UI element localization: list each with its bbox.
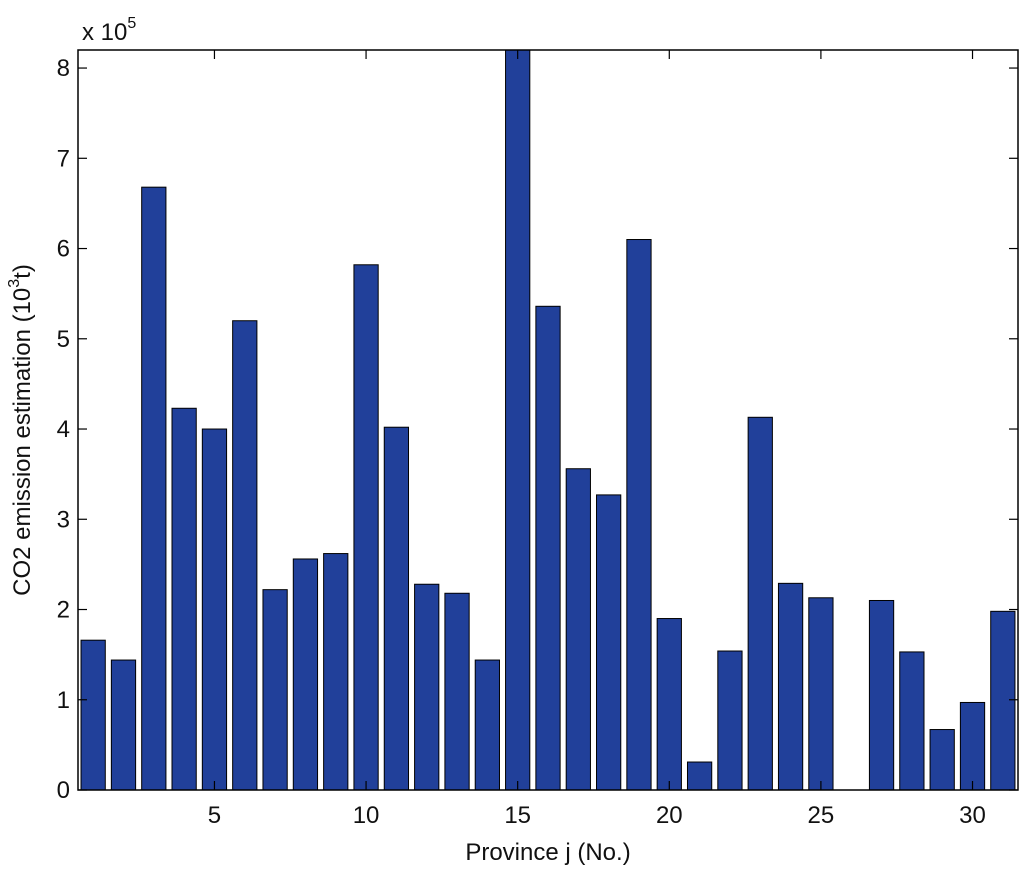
y-axis-title-end: t)	[9, 264, 36, 279]
bar-province-19	[626, 239, 652, 791]
bar-province-29	[929, 729, 955, 791]
y-axis-title-sup: 3	[6, 279, 23, 288]
bar-province-27	[868, 599, 895, 791]
y-tick-label: 0	[57, 777, 70, 804]
y-tick-label: 8	[57, 55, 70, 82]
x-tick-label: 10	[353, 802, 380, 829]
bar-province-5	[201, 428, 228, 791]
bar-province-24	[777, 582, 804, 791]
bar-province-4	[171, 407, 197, 791]
y-tick-label: 7	[57, 145, 70, 172]
bar-province-23	[747, 416, 773, 791]
x-tick-label: 25	[808, 802, 835, 829]
bar-province-17	[565, 468, 591, 791]
y-tick-label: 5	[57, 326, 70, 353]
y-tick-label: 2	[57, 597, 70, 624]
bar-province-13	[444, 592, 470, 791]
bar-province-10	[353, 264, 379, 791]
x-tick-label: 20	[656, 802, 683, 829]
y-tick-label: 6	[57, 236, 70, 263]
bar-province-2	[110, 659, 137, 791]
x-axis-title: Province j (No.)	[465, 839, 630, 866]
bar-province-22	[717, 650, 743, 791]
bar-province-11	[383, 426, 410, 791]
scale-exponent: 5	[127, 15, 136, 32]
bar-province-15	[505, 49, 531, 791]
x-tick-label: 15	[504, 802, 531, 829]
bar-province-3	[141, 186, 167, 791]
bar-province-21	[686, 761, 713, 791]
bar-province-9	[323, 553, 349, 791]
y-tick-label: 4	[57, 416, 70, 443]
y-tick-label: 3	[57, 506, 70, 533]
bar-province-30	[959, 701, 986, 791]
bar-province-25	[808, 597, 834, 791]
bars-group	[80, 49, 1016, 791]
x-tick-label: 30	[959, 802, 986, 829]
bar-province-7	[262, 589, 288, 791]
y-axis-title: CO2 emission estimation (103t)	[6, 264, 36, 596]
bar-province-6	[232, 320, 258, 791]
bar-province-28	[899, 651, 925, 791]
bar-province-12	[414, 583, 440, 791]
bar-province-1	[80, 639, 106, 791]
bar-province-16	[535, 305, 561, 791]
bar-province-31	[990, 610, 1016, 791]
y-tick-label: 1	[57, 687, 70, 714]
bar-province-14	[474, 659, 500, 791]
ticks-group: 5 10 15 20 25 30 0 1 2 3 4 5 6 7 8	[57, 50, 1018, 829]
bar-province-8	[292, 558, 319, 791]
scale-factor-label: x 105	[82, 15, 136, 46]
bar-province-20	[656, 618, 682, 791]
y-axis-title-main: CO2 emission estimation (10	[9, 288, 36, 596]
bar-province-18	[596, 494, 622, 791]
x-tick-label: 5	[208, 802, 221, 829]
scale-prefix: x 10	[82, 19, 127, 46]
axes-box	[77, 49, 1019, 791]
